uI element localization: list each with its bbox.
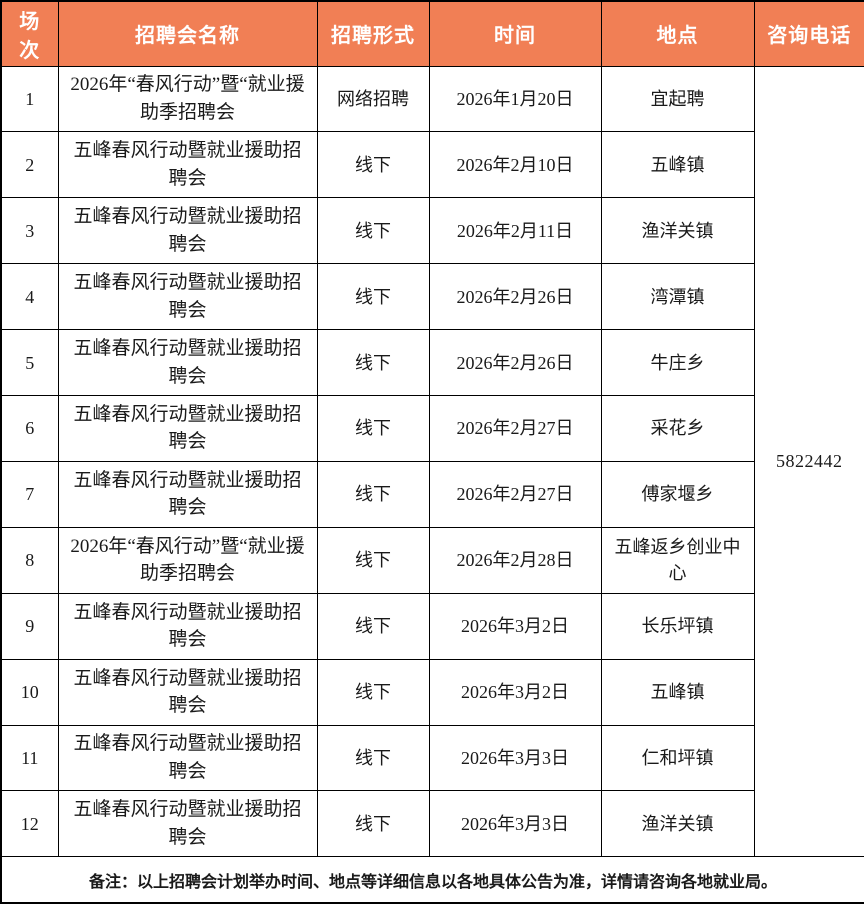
cell-name: 五峰春风行动暨就业援助招聘会: [57, 395, 318, 462]
table-row: 12 五峰春风行动暨就业援助招聘会 线下 2026年3月3日 渔洋关镇: [0, 790, 864, 858]
cell-place: 五峰镇: [600, 131, 755, 199]
header-form: 招聘形式: [316, 0, 430, 67]
cell-place: 渔洋关镇: [600, 790, 755, 858]
cell-name: 五峰春风行动暨就业援助招聘会: [57, 790, 318, 858]
cell-session: 8: [0, 526, 59, 594]
table-row: 1 2026年“春风行动”暨“就业援助季招聘会 网络招聘 2026年1月20日 …: [0, 65, 864, 858]
table-row: 8 2026年“春风行动”暨“就业援助季招聘会 线下 2026年2月28日 五峰…: [0, 526, 864, 594]
cell-place: 五峰返乡创业中心: [600, 526, 755, 594]
header-time: 时间: [428, 0, 602, 67]
cell-form: 线下: [316, 197, 430, 265]
cell-session: 4: [0, 263, 59, 331]
header-name: 招聘会名称: [57, 0, 318, 67]
cell-date: 2026年2月10日: [428, 131, 602, 199]
header-place: 地点: [600, 0, 755, 67]
cell-form: 线下: [316, 263, 430, 331]
cell-form: 线下: [316, 658, 430, 726]
cell-session: 1: [0, 65, 59, 133]
table-row: 4 五峰春风行动暨就业援助招聘会 线下 2026年2月26日 湾潭镇: [0, 263, 864, 331]
cell-place: 采花乡: [600, 395, 755, 462]
cell-session: 3: [0, 197, 59, 265]
note-row: 备注：以上招聘会计划举办时间、地点等详细信息以各地具体公告为准，详情请咨询各地就…: [0, 856, 864, 904]
cell-date: 2026年1月20日: [428, 65, 602, 133]
note-text: 备注：以上招聘会计划举办时间、地点等详细信息以各地具体公告为准，详情请咨询各地就…: [0, 856, 864, 904]
cell-session: 11: [0, 724, 59, 792]
table-row: 10 五峰春风行动暨就业援助招聘会 线下 2026年3月2日 五峰镇: [0, 658, 864, 726]
cell-session: 5: [0, 329, 59, 397]
cell-name: 五峰春风行动暨就业援助招聘会: [57, 592, 318, 660]
cell-place: 五峰镇: [600, 658, 755, 726]
cell-name: 2026年“春风行动”暨“就业援助季招聘会: [57, 526, 318, 594]
phone-cell: 5822442: [753, 65, 864, 858]
cell-name: 2026年“春风行动”暨“就业援助季招聘会: [57, 65, 318, 133]
cell-session: 9: [0, 592, 59, 660]
cell-session: 10: [0, 658, 59, 726]
cell-form: 线下: [316, 460, 430, 528]
table-row: 2 五峰春风行动暨就业援助招聘会 线下 2026年2月10日 五峰镇: [0, 131, 864, 199]
table-body: 1 2026年“春风行动”暨“就业援助季招聘会 网络招聘 2026年1月20日 …: [0, 65, 864, 858]
cell-name: 五峰春风行动暨就业援助招聘会: [57, 329, 318, 397]
header-row: 场次 招聘会名称 招聘形式 时间 地点 咨询电话: [0, 0, 864, 67]
cell-session: 7: [0, 460, 59, 528]
cell-date: 2026年3月2日: [428, 658, 602, 726]
cell-place: 宜起聘: [600, 65, 755, 133]
cell-place: 长乐坪镇: [600, 592, 755, 660]
cell-date: 2026年2月28日: [428, 526, 602, 594]
cell-form: 线下: [316, 724, 430, 792]
table-row: 6 五峰春风行动暨就业援助招聘会 线下 2026年2月27日 采花乡: [0, 395, 864, 462]
cell-place: 湾潭镇: [600, 263, 755, 331]
cell-form: 线下: [316, 131, 430, 199]
table-row: 5 五峰春风行动暨就业援助招聘会 线下 2026年2月26日 牛庄乡: [0, 329, 864, 397]
cell-form: 线下: [316, 395, 430, 462]
cell-date: 2026年2月26日: [428, 263, 602, 331]
cell-date: 2026年2月27日: [428, 395, 602, 462]
table-row: 9 五峰春风行动暨就业援助招聘会 线下 2026年3月2日 长乐坪镇: [0, 592, 864, 660]
cell-place: 渔洋关镇: [600, 197, 755, 265]
cell-session: 2: [0, 131, 59, 199]
cell-place: 牛庄乡: [600, 329, 755, 397]
cell-name: 五峰春风行动暨就业援助招聘会: [57, 197, 318, 265]
cell-date: 2026年2月27日: [428, 460, 602, 528]
cell-date: 2026年3月3日: [428, 724, 602, 792]
header-phone: 咨询电话: [753, 0, 864, 67]
cell-form: 网络招聘: [316, 65, 430, 133]
table-row: 7 五峰春风行动暨就业援助招聘会 线下 2026年2月27日 傅家堰乡: [0, 460, 864, 528]
cell-name: 五峰春风行动暨就业援助招聘会: [57, 460, 318, 528]
table-row: 11 五峰春风行动暨就业援助招聘会 线下 2026年3月3日 仁和坪镇: [0, 724, 864, 792]
cell-date: 2026年2月26日: [428, 329, 602, 397]
table-row: 3 五峰春风行动暨就业援助招聘会 线下 2026年2月11日 渔洋关镇: [0, 197, 864, 265]
cell-date: 2026年3月3日: [428, 790, 602, 858]
cell-name: 五峰春风行动暨就业援助招聘会: [57, 724, 318, 792]
table-footer: 备注：以上招聘会计划举办时间、地点等详细信息以各地具体公告为准，详情请咨询各地就…: [0, 856, 864, 904]
cell-place: 傅家堰乡: [600, 460, 755, 528]
cell-name: 五峰春风行动暨就业援助招聘会: [57, 263, 318, 331]
cell-session: 12: [0, 790, 59, 858]
cell-place: 仁和坪镇: [600, 724, 755, 792]
cell-session: 6: [0, 395, 59, 462]
cell-form: 线下: [316, 592, 430, 660]
cell-date: 2026年3月2日: [428, 592, 602, 660]
cell-form: 线下: [316, 329, 430, 397]
cell-form: 线下: [316, 526, 430, 594]
cell-name: 五峰春风行动暨就业援助招聘会: [57, 658, 318, 726]
header-session: 场次: [0, 0, 59, 67]
cell-date: 2026年2月11日: [428, 197, 602, 265]
table-header: 场次 招聘会名称 招聘形式 时间 地点 咨询电话: [0, 0, 864, 67]
cell-form: 线下: [316, 790, 430, 858]
cell-name: 五峰春风行动暨就业援助招聘会: [57, 131, 318, 199]
